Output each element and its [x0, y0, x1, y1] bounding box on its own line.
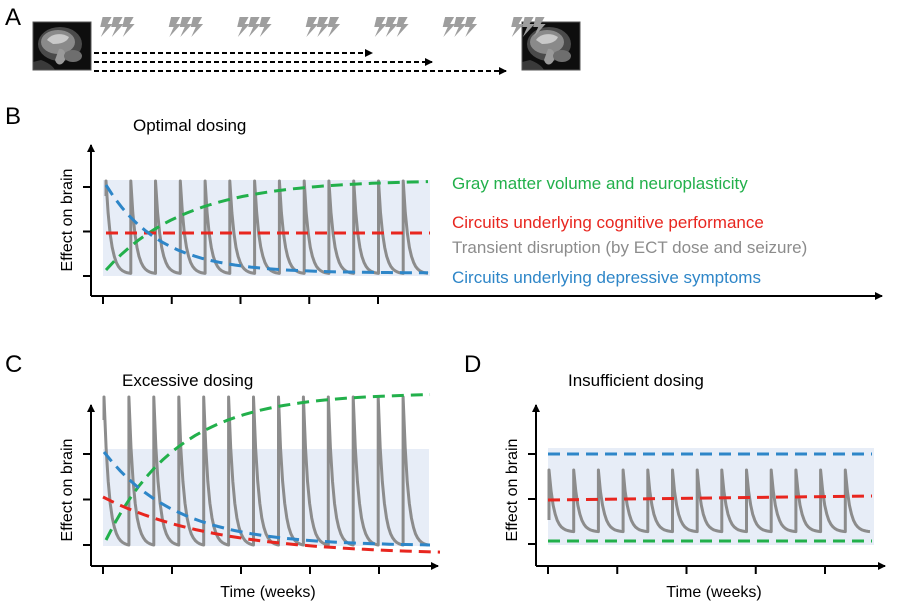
panel-a	[32, 17, 581, 75]
brain-mri-before-icon	[32, 21, 92, 71]
panel-b-curves	[104, 179, 430, 275]
lightning-bolt-icon	[463, 17, 479, 37]
panel-c-curves	[102, 393, 441, 554]
legend-transient-disruption: Transient disruption (by ECT dose and se…	[452, 238, 807, 257]
cognitive-circuits-line	[547, 494, 873, 502]
transient-disruption-line	[104, 179, 429, 275]
lightning-bolt-icon	[120, 17, 136, 37]
panel-d-curves	[547, 452, 873, 543]
gray-matter-line	[104, 180, 429, 272]
lightning-bolt-icon	[326, 17, 342, 37]
panel-d-letter: D	[464, 351, 481, 378]
panel-b-ticks	[83, 186, 379, 304]
lightning-bolts	[98, 17, 547, 37]
panel-a-letter: A	[5, 4, 21, 31]
lightning-bolt-icon	[257, 17, 273, 37]
panel-c-y-label: Effect on brain	[59, 439, 76, 542]
panel-c-letter: C	[5, 351, 22, 378]
transient-disruption-line	[547, 468, 871, 534]
legend-gray-matter: Gray matter volume and neuroplasticity	[452, 174, 748, 193]
lightning-bolt-icon	[394, 17, 410, 37]
panel-d-y-label: Effect on brain	[504, 439, 521, 542]
panel-b-letter: B	[5, 103, 21, 130]
legend: Gray matter volume and neuroplasticity C…	[452, 174, 807, 287]
panel-c-title: Excessive dosing	[122, 371, 253, 390]
panel-c: Excessive dosing Effect on brain Time (w…	[59, 371, 441, 601]
legend-cognitive-circuits: Circuits underlying cognitive performanc…	[452, 213, 764, 232]
panel-b-y-label: Effect on brain	[59, 169, 76, 272]
lightning-bolt-icon	[189, 17, 205, 37]
depressive-circuits-line	[104, 184, 429, 275]
panel-b-title: Optimal dosing	[133, 116, 246, 135]
panel-c-ticks	[83, 453, 380, 574]
panel-d-x-label: Time (weeks)	[666, 584, 761, 601]
brain-mri-after-icon	[521, 21, 581, 71]
panel-c-x-label: Time (weeks)	[220, 584, 315, 601]
panel-b: Optimal dosing Effect on brain	[59, 116, 883, 304]
panel-d-title: Insufficient dosing	[568, 371, 704, 390]
panel-d: Insufficient dosing Effect on brain Time…	[504, 371, 886, 601]
cognitive-circuits-line	[102, 495, 441, 554]
panel-d-ticks	[528, 453, 826, 574]
legend-depressive-circuits: Circuits underlying depressive symptoms	[452, 268, 761, 287]
gray-matter-line	[104, 393, 431, 541]
